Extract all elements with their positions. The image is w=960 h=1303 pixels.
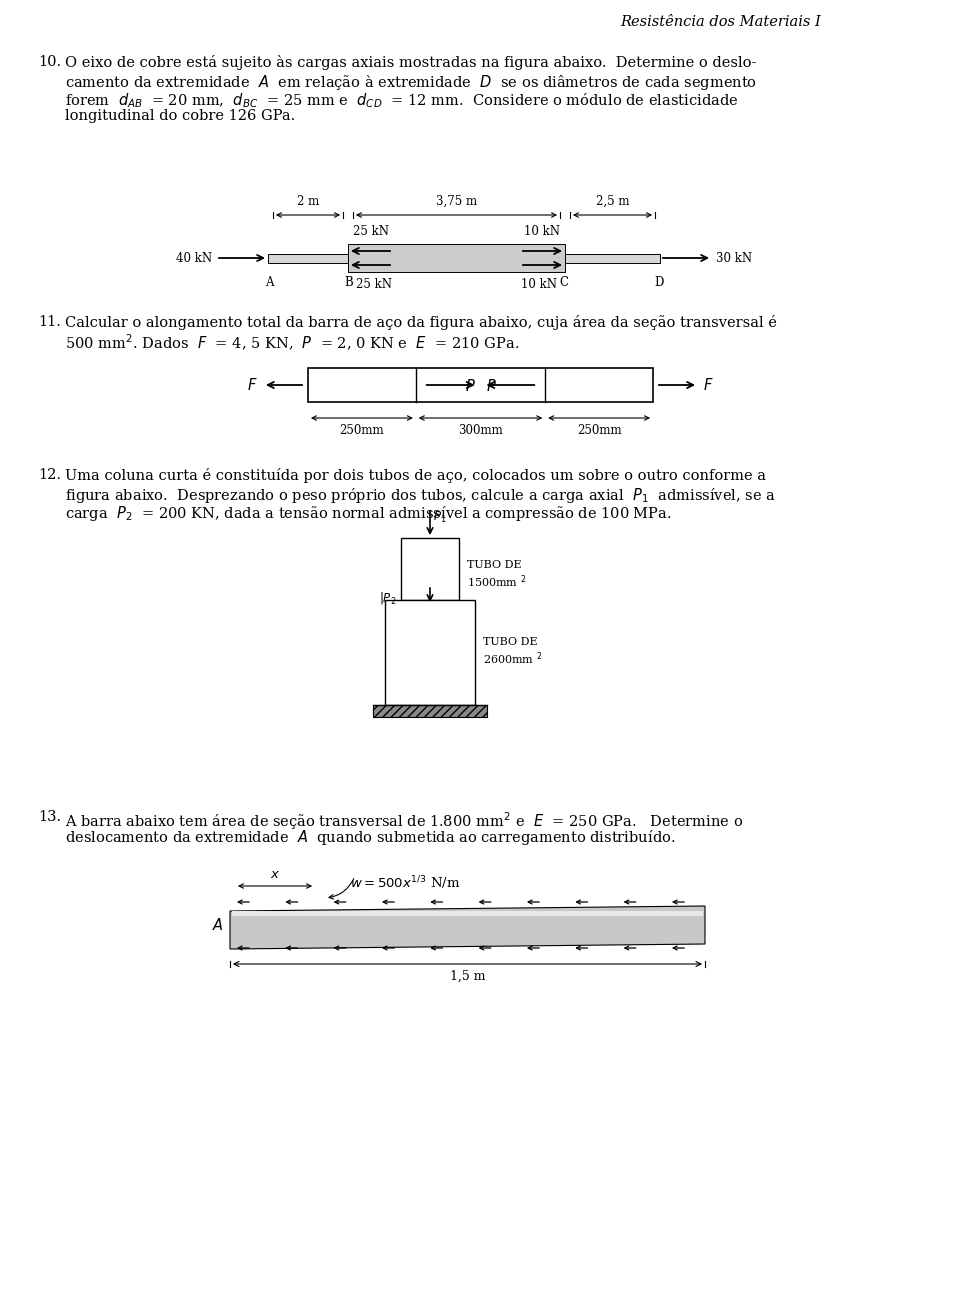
Text: 10 kN: 10 kN [521,278,557,291]
Text: 25 kN: 25 kN [356,278,392,291]
Text: TUBO DE: TUBO DE [467,560,521,569]
Bar [385,599,475,705]
Text: 11.: 11. [38,315,60,328]
Text: O eixo de cobre está sujeito às cargas axiais mostradas na figura abaixo.  Deter: O eixo de cobre está sujeito às cargas a… [65,55,756,70]
Text: 2,5 m: 2,5 m [596,195,629,208]
Text: 30 kN: 30 kN [716,251,752,265]
Text: deslocamento da extremidade  $A$  quando submetida ao carregamento distribuído.: deslocamento da extremidade $A$ quando s… [65,827,676,847]
Text: $w = 500x^{1/3}$ N/m: $w = 500x^{1/3}$ N/m [350,874,461,891]
Bar [232,911,703,916]
Text: $F$: $F$ [703,377,713,394]
Text: D: D [655,276,663,289]
Text: forem  $d_{AB}$  = 20 mm,  $d_{BC}$  = 25 mm e  $d_{CD}$  = 12 mm.  Considere o : forem $d_{AB}$ = 20 mm, $d_{BC}$ = 25 mm… [65,91,738,109]
Text: $x$: $x$ [270,868,280,881]
Text: A: A [265,276,274,289]
Text: 500 mm$^2$. Dados  $F$  = 4, 5 KN,  $P$  = 2, 0 KN e  $E$  = 210 GPa.: 500 mm$^2$. Dados $F$ = 4, 5 KN, $P$ = 2… [65,334,519,353]
Text: $F$: $F$ [248,377,258,394]
Bar [268,254,348,262]
Text: 2600mm $^2$: 2600mm $^2$ [483,650,542,667]
Text: 10 kN: 10 kN [524,225,560,238]
Text: 13.: 13. [38,810,61,823]
Text: 1500mm $^2$: 1500mm $^2$ [467,573,526,590]
Text: Resistência dos Materiais I: Resistência dos Materiais I [620,16,821,29]
Text: camento da extremidade  $A$  em relação à extremidade  $D$  se os diâmetros de c: camento da extremidade $A$ em relação à … [65,73,757,93]
Bar [348,244,565,272]
Text: 300mm: 300mm [458,423,503,437]
Text: A barra abaixo tem área de seção transversal de 1.800 mm$^2$ e  $E$  = 250 GPa. : A barra abaixo tem área de seção transve… [65,810,743,831]
Text: Uma coluna curta é constituída por dois tubos de aço, colocados um sobre o outro: Uma coluna curta é constituída por dois … [65,468,766,483]
Text: Calcular o alongamento total da barra de aço da figura abaixo, cuja área da seçã: Calcular o alongamento total da barra de… [65,315,777,330]
Text: $|P_2$: $|P_2$ [378,590,396,606]
Text: longitudinal do cobre 126 GPa.: longitudinal do cobre 126 GPa. [65,109,296,122]
Text: carga  $P_2$  = 200 KN, dada a tensão normal admissível a compressão de 100 MPa.: carga $P_2$ = 200 KN, dada a tensão norm… [65,504,672,523]
Text: C: C [560,276,568,289]
Bar [308,367,653,403]
Text: 2 m: 2 m [297,195,319,208]
Text: $P$: $P$ [486,378,496,394]
Text: 12.: 12. [38,468,61,482]
Text: 250mm: 250mm [577,423,621,437]
Text: TUBO DE: TUBO DE [483,637,538,646]
Text: figura abaixo.  Desprezando o peso próprio dos tubos, calcule a carga axial  $P_: figura abaixo. Desprezando o peso própri… [65,486,776,506]
Bar [565,254,660,262]
Bar [401,538,459,599]
Text: $A$: $A$ [212,917,224,933]
Bar [373,705,487,717]
Text: $P$: $P$ [465,378,475,394]
Text: 10.: 10. [38,55,61,69]
Text: 3,75 m: 3,75 m [436,195,477,208]
Text: 40 kN: 40 kN [176,251,212,265]
Text: $P_1$: $P_1$ [433,509,446,525]
Text: 25 kN: 25 kN [353,225,389,238]
Text: B: B [345,276,353,289]
Text: 250mm: 250mm [340,423,384,437]
Text: 1,5 m: 1,5 m [449,969,485,982]
Polygon shape [230,906,705,949]
